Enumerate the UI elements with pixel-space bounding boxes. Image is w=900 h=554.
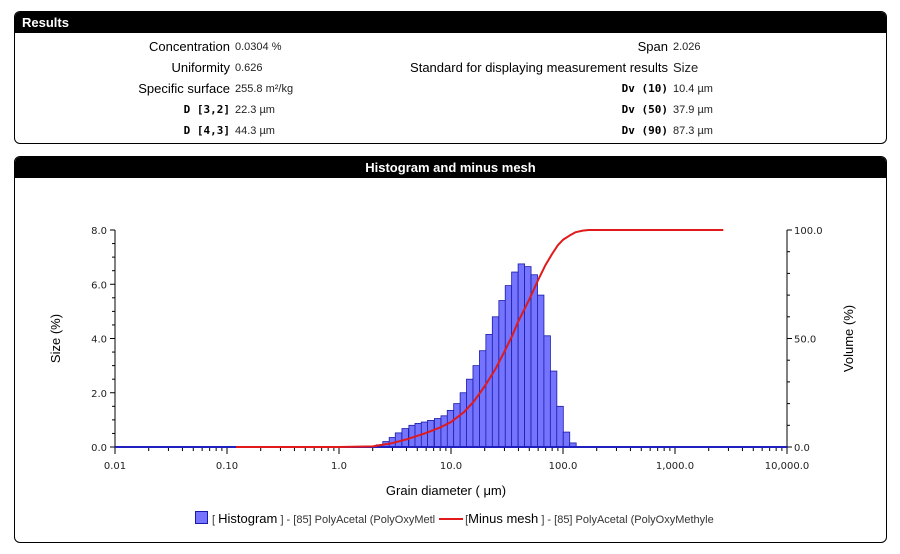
y-tick-label: 8.0 (91, 226, 107, 237)
result-row-right-4: Dv (90) (0, 122, 668, 140)
histogram-bar (549, 370, 558, 448)
x-tick-label: 0.01 (104, 461, 126, 472)
histogram-bar (530, 274, 538, 448)
x-tick-label: 100.0 (549, 461, 578, 472)
histogram-bar (524, 266, 532, 448)
chart-legend: [ Histogram ] - [85] PolyAcetal (PolyOxy… (195, 511, 714, 526)
result-value: 37.9 µm (673, 104, 713, 116)
histogram-bar (453, 403, 461, 448)
result-value: 0.626 (235, 62, 263, 74)
result-row-right-0: Span (0, 38, 668, 56)
result-row-left-3: D [3,2] (0, 101, 230, 119)
histogram-header: Histogram and minus mesh (15, 157, 886, 178)
histogram-bar (562, 431, 571, 448)
result-label: Standard for displaying measurement resu… (410, 60, 668, 75)
y2-tick-label: 50.0 (794, 335, 816, 346)
legend-histogram-label: Histogram (218, 511, 278, 526)
y2-tick-label: 100.0 (794, 226, 823, 237)
result-label: D [4,3] (183, 124, 230, 137)
result-value: Size (673, 60, 699, 75)
histogram-bar (517, 263, 526, 448)
histogram-bar (479, 350, 487, 448)
x-axis-title: Grain diameter ( μm) (386, 483, 506, 498)
y-tick-label: 4.0 (91, 335, 107, 346)
result-value: 22.3 µm (235, 104, 275, 116)
histogram-bar (446, 409, 455, 448)
y-tick-label: 2.0 (91, 389, 107, 400)
results-panel: Results (14, 11, 887, 144)
result-value: 2.026 (673, 41, 701, 53)
result-row-right-1: Standard for displaying measurement resu… (0, 59, 668, 77)
histogram-bar (401, 428, 409, 448)
x-tick-label: 1.0 (331, 461, 347, 472)
legend-histogram-prefix: [ (212, 514, 216, 526)
histogram-bar (485, 334, 493, 448)
histogram-bar (472, 365, 480, 448)
histogram-bar (466, 378, 474, 448)
result-value: 255.8 m²/kg (235, 83, 294, 95)
result-row-left-0: Concentration (0, 38, 230, 56)
x-tick-label: 0.10 (216, 461, 238, 472)
result-value: 10.4 µm (673, 83, 713, 95)
result-label: Dv (10) (621, 82, 668, 95)
y2-axis-title: Volume (%) (841, 305, 856, 372)
legend-minus-prefix: [ (465, 514, 469, 526)
result-label: Specific surface (138, 81, 230, 96)
result-row-left-2: Specific surface (0, 80, 230, 98)
legend-minus-label: Minus mesh (468, 511, 539, 526)
histogram-legend-swatch (195, 511, 208, 524)
legend-minus-suffix: ] - [85] PolyAcetal (PolyOxyMethyle (541, 514, 714, 526)
result-value: 87.3 µm (673, 125, 713, 137)
result-row-right-3: Dv (50) (0, 101, 668, 119)
histogram-bar (504, 285, 513, 448)
histogram-bar (556, 405, 564, 448)
result-row-left-1: Uniformity (0, 59, 230, 77)
result-row-right-2: Dv (10) (0, 80, 668, 98)
result-label: Span (637, 39, 668, 54)
minus-mesh-curve (235, 229, 724, 448)
result-label: D [3,2] (183, 103, 230, 116)
y-tick-label: 0.0 (91, 443, 107, 454)
result-row-left-4: D [4,3] (0, 122, 230, 140)
histogram-bar (427, 420, 435, 448)
x-tick-label: 10.0 (440, 461, 462, 472)
histogram-bar (459, 392, 468, 448)
x-tick-label: 10,000.0 (765, 461, 810, 472)
histogram-bar (537, 294, 545, 448)
legend-histogram-suffix: ] - [85] PolyAcetal (PolyOxyMetl (280, 514, 436, 526)
histogram-bar (498, 300, 506, 448)
result-value: 0.0304 % (235, 41, 282, 53)
x-tick-label: 1,000.0 (656, 461, 694, 472)
histogram-bar (440, 415, 448, 448)
minus-mesh-legend-line (439, 518, 464, 520)
y-tick-label: 6.0 (91, 280, 107, 291)
histogram-panel: Histogram and minus mesh (14, 156, 887, 543)
histogram-bar (543, 335, 551, 448)
result-label: Dv (50) (621, 103, 668, 116)
histogram-bar (511, 271, 519, 448)
result-label: Dv (90) (621, 124, 668, 137)
result-value: 44.3 µm (235, 125, 275, 137)
y2-tick-label: 0.0 (794, 443, 810, 454)
result-label: Uniformity (171, 60, 230, 75)
result-label: Concentration (149, 39, 230, 54)
y-axis-title: Size (%) (48, 314, 63, 363)
histogram-bar (433, 418, 442, 448)
histogram-bar (491, 316, 500, 448)
results-header: Results (15, 12, 886, 33)
